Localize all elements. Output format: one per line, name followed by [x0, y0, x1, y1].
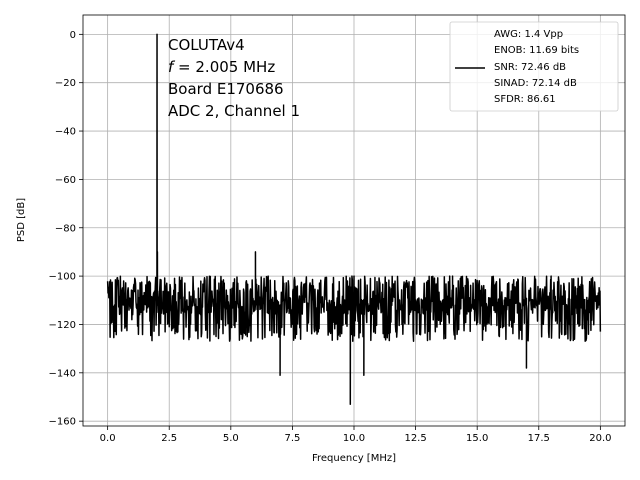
y-tick-label: 0 [70, 30, 76, 41]
y-tick-label: −100 [49, 272, 76, 283]
x-tick-label: 15.0 [466, 433, 488, 444]
annotation-frequency-value: = 2.005 MHz [173, 58, 275, 76]
annotation-adc: ADC 2, Channel 1 [168, 102, 300, 120]
y-tick-label: −80 [55, 223, 76, 234]
legend-entry-enob: ENOB: 11.69 bits [494, 45, 579, 56]
y-axis-label: PSD [dB] [16, 198, 27, 242]
y-tick-label: −160 [49, 417, 76, 428]
x-axis-label: Frequency [MHz] [312, 453, 396, 464]
legend-frame [449, 21, 619, 112]
x-tick-label: 7.5 [284, 433, 300, 444]
x-tick-label: 10.0 [343, 433, 365, 444]
annotation-board: Board E170686 [168, 80, 284, 98]
annotation-frequency-symbol: f [168, 58, 176, 76]
x-tick-label: 2.5 [161, 433, 177, 444]
legend: AWG: 1.4 Vpp ENOB: 11.69 bits SNR: 72.46… [449, 21, 619, 112]
legend-entry-snr: SNR: 72.46 dB [494, 62, 566, 73]
x-tick-label: 12.5 [404, 433, 426, 444]
annotation-title: COLUTAv4 [168, 36, 245, 54]
y-axis-ticks: 0 −20 −40 −60 −80 −100 −120 −140 −160 [49, 30, 83, 428]
y-tick-label: −140 [49, 368, 76, 379]
x-tick-label: 5.0 [223, 433, 239, 444]
x-tick-label: 20.0 [589, 433, 611, 444]
y-tick-label: −60 [55, 175, 76, 186]
y-tick-label: −120 [49, 320, 76, 331]
x-tick-label: 0.0 [100, 433, 116, 444]
legend-entry-sfdr: SFDR: 86.61 [494, 94, 556, 105]
annotation-box: COLUTAv4 f = 2.005 MHz Board E170686 ADC… [168, 36, 300, 120]
legend-entry-awg: AWG: 1.4 Vpp [494, 29, 563, 40]
psd-series-line [106, 33, 602, 405]
legend-entry-sinad: SINAD: 72.14 dB [494, 78, 577, 89]
plot-area [106, 33, 602, 405]
annotation-frequency: f = 2.005 MHz [168, 58, 275, 76]
x-axis-ticks: 0.0 2.5 5.0 7.5 10.0 12.5 15.0 17.5 20.0 [100, 426, 611, 444]
y-tick-label: −40 [55, 127, 76, 138]
y-tick-label: −20 [55, 78, 76, 89]
x-tick-label: 17.5 [528, 433, 550, 444]
